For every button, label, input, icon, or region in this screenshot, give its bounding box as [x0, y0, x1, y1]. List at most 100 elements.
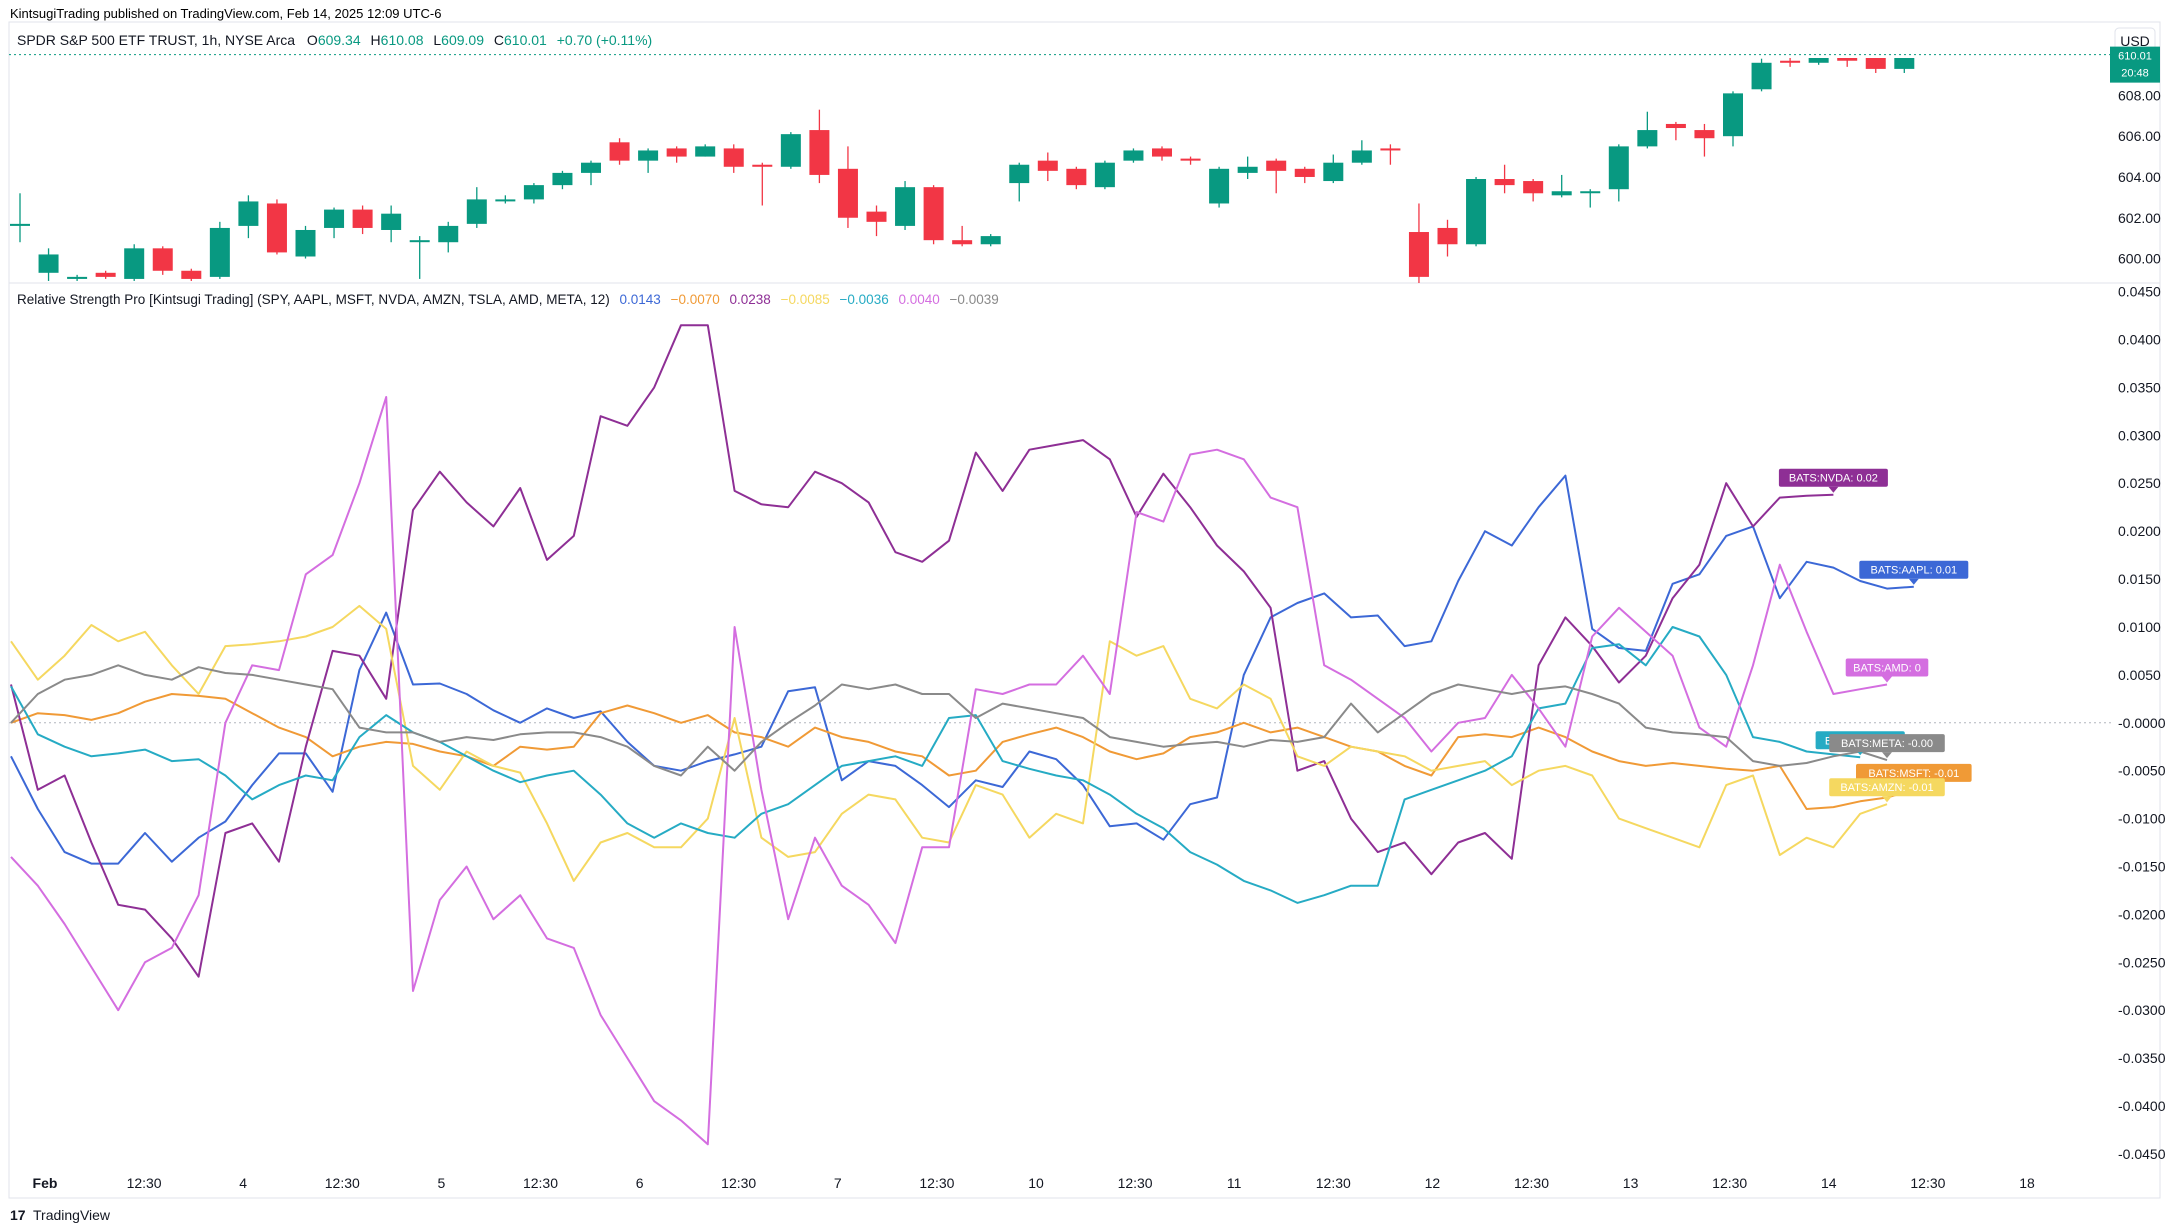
tradingview-brand: TradingView: [33, 1207, 111, 1223]
candle-body[interactable]: [1551, 191, 1572, 196]
candle-body[interactable]: [523, 185, 544, 200]
candle-body[interactable]: [1094, 162, 1115, 188]
candle-body[interactable]: [438, 225, 459, 243]
time-tick-label: 14: [1821, 1175, 1837, 1191]
candle-body[interactable]: [1323, 162, 1344, 182]
candle-body[interactable]: [1437, 227, 1458, 245]
candle-body[interactable]: [1780, 60, 1801, 63]
candle-body[interactable]: [238, 201, 259, 226]
indicator-pane[interactable]: 0.0450 0.0400 0.0350 0.0300 0.0250 0.0200 0.01…: [9, 284, 2166, 1162]
h-label: H: [371, 32, 381, 48]
candle-body[interactable]: [124, 248, 145, 279]
candle-body[interactable]: [1294, 168, 1315, 177]
time-tick-label: 12:30: [919, 1175, 954, 1191]
indicator-legend[interactable]: Relative Strength Pro [Kintsugi Trading]…: [17, 292, 999, 307]
series-badge-nvda: BATS:NVDA: 0.02: [1778, 468, 1888, 493]
candle-body[interactable]: [1751, 62, 1772, 90]
time-tick-label: 7: [834, 1175, 842, 1191]
candle-body[interactable]: [152, 248, 173, 271]
candle-body[interactable]: [1009, 164, 1030, 184]
candle-body[interactable]: [95, 272, 116, 277]
candle-body[interactable]: [1037, 160, 1058, 171]
candle-body[interactable]: [980, 236, 1001, 245]
price-tick-label: 604.00: [2118, 169, 2161, 185]
candle-body[interactable]: [581, 162, 601, 173]
candle-body[interactable]: [695, 146, 716, 157]
series-line-aapl[interactable]: [10, 474, 1914, 865]
candle-body[interactable]: [1123, 150, 1144, 161]
candle-body[interactable]: [324, 209, 345, 228]
candle-body[interactable]: [1523, 181, 1544, 194]
candle-body[interactable]: [1580, 191, 1601, 194]
candle-body[interactable]: [10, 223, 30, 226]
candle-body[interactable]: [752, 164, 773, 167]
candle-body[interactable]: [1408, 232, 1429, 277]
candle-body[interactable]: [1837, 53, 1858, 61]
indicator-tick-label: 0.0300: [2118, 427, 2161, 443]
candle-body[interactable]: [495, 199, 516, 202]
candle-body[interactable]: [38, 254, 59, 273]
legend-value-nvda: 0.0238: [730, 292, 771, 307]
price-pane[interactable]: 600.00 602.00 604.00 606.00 608.00 610.01 20:4…: [9, 38, 2161, 289]
series-badge-amd: BATS:AMD: 0: [1845, 658, 1929, 683]
candle-body[interactable]: [409, 240, 430, 243]
candle-body[interactable]: [809, 130, 830, 175]
candle-body[interactable]: [67, 276, 88, 279]
time-tick-label: 12:30: [127, 1175, 162, 1191]
candle-body[interactable]: [295, 229, 316, 257]
series-line-amd[interactable]: [10, 396, 1888, 1146]
candle-body[interactable]: [1637, 130, 1658, 147]
candle-body[interactable]: [1894, 55, 1915, 69]
candle-body[interactable]: [1694, 130, 1715, 139]
candle-body[interactable]: [952, 240, 973, 245]
price-tick-label: 602.00: [2118, 210, 2161, 226]
candle-body[interactable]: [638, 150, 659, 161]
candle-body[interactable]: [923, 187, 944, 241]
candle-body[interactable]: [1665, 123, 1686, 129]
series-line-meta[interactable]: [10, 664, 1888, 777]
series-line-amzn[interactable]: [10, 604, 1888, 882]
series-line-nvda[interactable]: [10, 324, 1834, 978]
indicator-tick-label: -0.0200: [2118, 906, 2166, 922]
o-value: 609.34: [318, 32, 361, 48]
candle-body[interactable]: [1351, 150, 1372, 163]
candle-body[interactable]: [1608, 146, 1629, 190]
candle-body[interactable]: [1180, 158, 1201, 161]
o-label: O: [307, 32, 318, 48]
symbol-header[interactable]: SPDR S&P 500 ETF TRUST, 1h, NYSE Arca O6…: [17, 32, 652, 48]
candle-body[interactable]: [1209, 168, 1230, 204]
candle-body[interactable]: [466, 199, 487, 224]
currency-label: USD: [2120, 33, 2150, 49]
series-badge-label: BATS:AAPL: 0.01: [1870, 565, 1957, 577]
candle-body[interactable]: [837, 168, 858, 218]
indicator-tick-label: -0.0000: [2118, 715, 2166, 731]
candle-body[interactable]: [666, 148, 687, 157]
series-badge-amzn: BATS:AMZN: -0.01: [1829, 778, 1945, 803]
candle-body[interactable]: [609, 142, 630, 161]
candle-body[interactable]: [1723, 93, 1743, 137]
candle-body[interactable]: [895, 187, 916, 226]
candle-body[interactable]: [1865, 55, 1886, 69]
candle-body[interactable]: [381, 213, 402, 230]
candle-body[interactable]: [1494, 179, 1515, 186]
candle-body[interactable]: [780, 134, 801, 167]
candle-body[interactable]: [352, 209, 373, 228]
candle-body[interactable]: [1808, 53, 1829, 63]
indicator-tick-label: 0.0350: [2118, 379, 2161, 395]
candle-body[interactable]: [1066, 168, 1087, 186]
candle-body[interactable]: [552, 172, 573, 186]
candle-body[interactable]: [1152, 148, 1172, 157]
candle-body[interactable]: [723, 148, 744, 167]
candle-body[interactable]: [1266, 160, 1287, 171]
candle-body[interactable]: [1237, 166, 1258, 173]
candle-body[interactable]: [181, 270, 202, 279]
candle-body[interactable]: [1466, 179, 1487, 245]
candle-body[interactable]: [1380, 148, 1401, 151]
candle-body[interactable]: [866, 211, 887, 222]
time-axis[interactable]: Feb 12:30 4 12:30 5 12:30 6 12:30 7 12:30 10 12:30 1…: [33, 1175, 2035, 1191]
indicator-tick-label: -0.0400: [2118, 1098, 2166, 1114]
series-line-tsla[interactable]: [10, 626, 1861, 904]
candle-body[interactable]: [266, 203, 287, 253]
candle-body[interactable]: [209, 227, 230, 277]
legend-value-tsla: −0.0036: [840, 292, 889, 307]
